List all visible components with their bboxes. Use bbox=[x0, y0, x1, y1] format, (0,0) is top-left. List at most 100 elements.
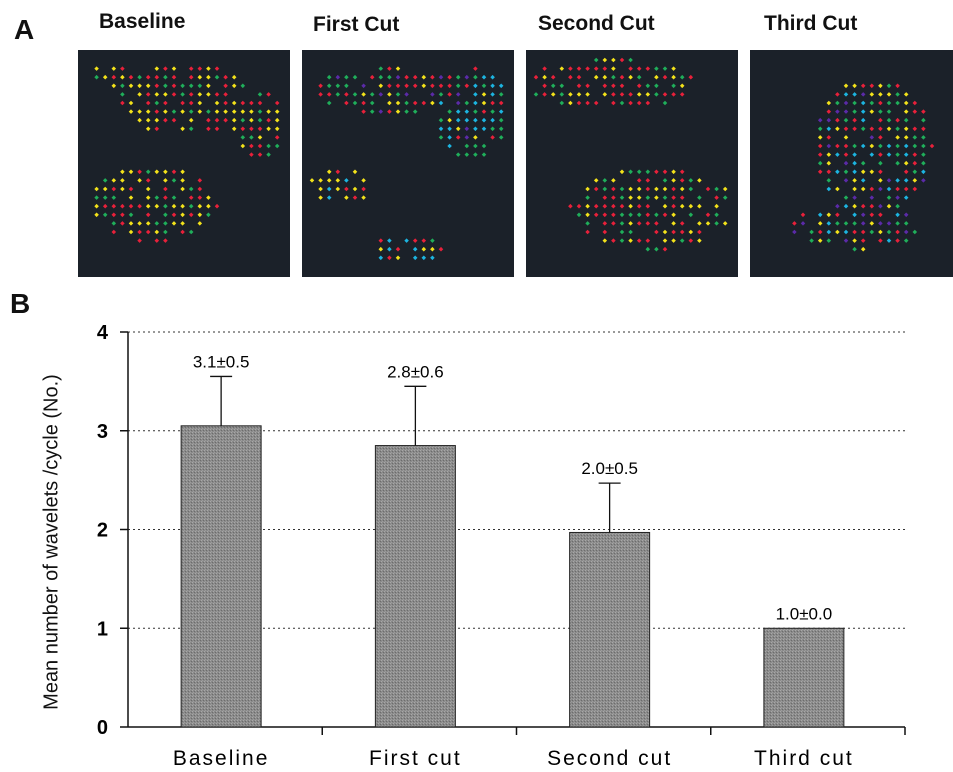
activation-dot bbox=[611, 186, 616, 192]
activation-dot bbox=[361, 178, 366, 183]
activation-dot bbox=[197, 66, 203, 71]
activation-dot bbox=[464, 135, 470, 140]
activation-dot bbox=[464, 143, 470, 149]
activation-dot bbox=[903, 117, 909, 123]
activation-dot bbox=[180, 212, 185, 218]
activation-dot bbox=[154, 126, 160, 132]
activation-dot bbox=[395, 83, 401, 89]
activation-dot bbox=[826, 143, 832, 149]
activation-dot bbox=[568, 66, 573, 71]
activation-dot bbox=[473, 83, 478, 89]
activation-dot bbox=[274, 109, 280, 114]
activation-dot bbox=[335, 186, 341, 192]
activation-dot bbox=[628, 221, 633, 226]
activation-dot bbox=[473, 117, 478, 123]
activation-dot bbox=[843, 203, 849, 209]
activation-dot bbox=[662, 212, 668, 218]
activation-dot bbox=[344, 195, 349, 200]
activation-dot bbox=[645, 186, 651, 192]
activation-dot bbox=[809, 229, 814, 235]
activation-dot bbox=[206, 212, 211, 218]
activation-dot bbox=[180, 178, 185, 183]
y-tick-label: 3 bbox=[97, 421, 108, 443]
activation-dot bbox=[817, 117, 823, 123]
activation-dot bbox=[843, 152, 849, 157]
activation-dot bbox=[188, 74, 194, 80]
activation-dot bbox=[585, 83, 590, 89]
activation-dot bbox=[895, 160, 900, 166]
activation-dot bbox=[722, 195, 728, 200]
activation-dot bbox=[645, 66, 651, 71]
activation-dot bbox=[369, 100, 375, 106]
activation-dot bbox=[921, 143, 926, 149]
activation-dot bbox=[120, 186, 125, 192]
activation-dot bbox=[421, 74, 427, 80]
activation-dot bbox=[921, 109, 926, 114]
activation-dot bbox=[878, 221, 883, 226]
activation-dot bbox=[163, 169, 168, 175]
activation-dot bbox=[878, 212, 883, 218]
activation-dot bbox=[214, 126, 220, 132]
activation-dot bbox=[490, 83, 495, 89]
data-label: 3.1±0.5 bbox=[193, 352, 250, 371]
activation-dot bbox=[214, 92, 220, 97]
activation-dot bbox=[628, 195, 633, 200]
activation-dot bbox=[412, 246, 418, 252]
activation-dot bbox=[662, 203, 668, 209]
activation-dot bbox=[878, 135, 883, 140]
activation-dot bbox=[180, 186, 185, 192]
activation-dot bbox=[860, 143, 866, 149]
activation-dot bbox=[688, 229, 694, 235]
activation-dot bbox=[163, 92, 168, 97]
activation-dot bbox=[602, 186, 608, 192]
activation-dot bbox=[455, 74, 461, 80]
activation-dot bbox=[662, 229, 668, 235]
activation-dot bbox=[361, 100, 366, 106]
activation-dot bbox=[361, 83, 366, 89]
activation-dot bbox=[869, 221, 875, 226]
activation-dot bbox=[473, 66, 478, 71]
activation-dot bbox=[395, 74, 401, 80]
activation-dot bbox=[800, 221, 806, 226]
activation-dot bbox=[145, 212, 151, 218]
activation-dot bbox=[163, 178, 168, 183]
activation-dot bbox=[912, 160, 918, 166]
activation-dot bbox=[180, 203, 185, 209]
activation-dot bbox=[387, 66, 392, 71]
y-tick-label: 4 bbox=[97, 322, 109, 344]
bar bbox=[374, 445, 456, 728]
activation-dot bbox=[688, 238, 694, 243]
activation-dot bbox=[438, 100, 444, 106]
activation-dot bbox=[421, 255, 427, 261]
activation-dot bbox=[180, 109, 185, 114]
activation-dot bbox=[128, 74, 134, 80]
activation-dot bbox=[903, 212, 909, 218]
activation-dot bbox=[266, 152, 271, 157]
activation-dot bbox=[602, 238, 608, 243]
activation-dot bbox=[387, 246, 392, 252]
activation-dot bbox=[163, 238, 168, 243]
activation-dot bbox=[249, 100, 254, 106]
activation-dot bbox=[602, 178, 608, 183]
activation-dot bbox=[326, 83, 332, 89]
activation-dot bbox=[214, 74, 220, 80]
activation-dot bbox=[843, 135, 849, 140]
activation-dot bbox=[679, 74, 685, 80]
activation-dot bbox=[163, 203, 168, 209]
activation-dot bbox=[662, 92, 668, 97]
activation-dot bbox=[206, 92, 211, 97]
activation-dot bbox=[344, 186, 349, 192]
activation-dot bbox=[137, 83, 142, 89]
activation-dot bbox=[843, 83, 849, 89]
activation-dot bbox=[869, 83, 875, 89]
activation-dot bbox=[903, 152, 909, 157]
activation-dot bbox=[912, 186, 918, 192]
activation-dot bbox=[852, 212, 857, 218]
y-tick-label: 2 bbox=[97, 520, 108, 542]
activation-dot bbox=[214, 66, 220, 71]
activation-dot bbox=[197, 74, 203, 80]
activation-dot bbox=[714, 212, 719, 218]
activation-dot bbox=[128, 195, 134, 200]
activation-dot bbox=[826, 212, 832, 218]
activation-dot bbox=[188, 195, 194, 200]
